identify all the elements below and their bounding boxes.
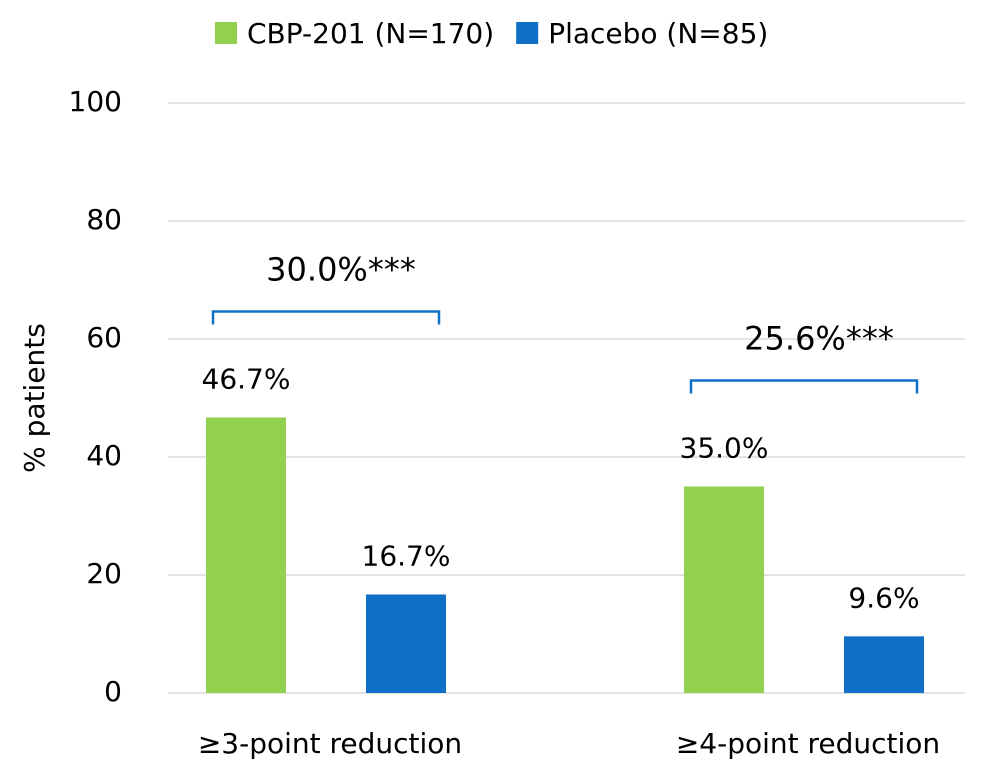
legend-label: CBP-201 (N=170) [247,17,494,50]
bar [684,486,764,693]
annotation: 30.0%*** [266,250,416,288]
legend-label: Placebo (N=85) [548,17,768,50]
bar [844,636,924,693]
y-axis-label: % patients [18,323,51,473]
y-tick-label: 40 [86,439,122,472]
y-tick-label: 20 [86,557,122,590]
bar [206,417,286,693]
x-tick-label: ≥4-point reduction [676,727,940,760]
bracket [211,310,441,325]
y-tick-label: 80 [86,203,122,236]
y-tick-label: 100 [69,85,122,118]
legend-swatch [215,22,237,44]
x-tick-label: ≥3-point reduction [198,727,462,760]
data-label: 46.7% [202,362,291,395]
legend-swatch [516,22,539,44]
data-label: 9.6% [848,581,919,614]
y-tick-label: 0 [104,675,122,708]
bar [366,594,446,693]
data-label: 16.7% [362,539,451,572]
y-tick-label: 60 [86,321,122,354]
bracket [689,379,919,394]
annotation: 25.6%*** [744,320,894,358]
data-label: 35.0% [680,432,769,465]
